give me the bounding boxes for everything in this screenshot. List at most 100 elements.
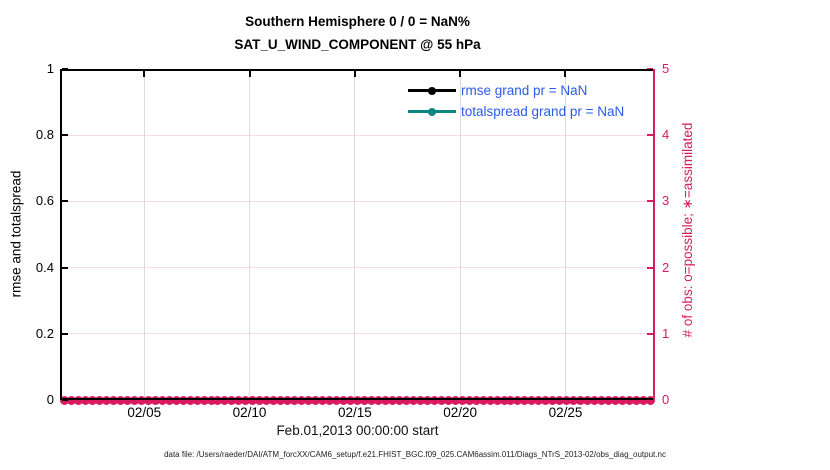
y-axis-left-title: rmse and totalspread [8,170,24,298]
y-axis-right-tick-label: 2 [662,259,670,275]
obs-count-marker [548,395,558,405]
obs-count-marker [499,395,509,405]
y-tick-right [647,399,653,401]
obs-count-marker [276,395,286,405]
obs-count-marker [632,395,642,405]
obs-count-marker [492,395,502,405]
obs-count-marker [241,395,251,405]
obs-count-marker [506,395,516,405]
axis-spine-right [653,69,655,400]
obs-count-marker [185,395,195,405]
y-axis-right-tick-label: 5 [662,61,670,76]
obs-count-marker [325,395,335,405]
y-tick-left [62,200,68,203]
rmse-marker-icon [428,86,436,95]
legend: rmse grand pr = NaN totalspread grand pr… [408,80,624,122]
obs-count-marker [66,395,76,405]
obs-count-marker [590,395,600,405]
y-tick-right [647,134,653,137]
obs-count-marker [611,395,621,405]
y-axis-left-tick-label: 0 [46,392,54,407]
obs-count-marker [394,395,404,405]
gridline-vertical [249,69,251,400]
obs-count-marker [346,395,356,405]
x-axis-tick-label: 02/20 [443,405,478,420]
x-tick-top [143,71,146,77]
obs-count-marker [262,395,272,405]
obs-count-marker [464,395,474,405]
rmse-line-swatch [408,86,456,95]
obs-count-marker [108,395,118,405]
obs-count-marker [380,395,390,405]
y-axis-left-tick-label: 0.8 [35,127,54,143]
y-tick-left [62,332,68,335]
gridline-horizontal [60,200,655,202]
obs-count-marker [541,395,551,405]
obs-count-marker [534,395,544,405]
obs-count-marker [227,395,237,405]
obs-count-marker [129,395,139,405]
obs-count-marker [415,395,425,405]
axis-spine-top [60,69,655,71]
obs-count-marker [87,395,97,405]
obs-count-marker [157,395,167,405]
obs-count-marker [297,395,307,405]
gridline-vertical [459,69,461,400]
y-axis-left-tick-label: 0.2 [35,325,54,341]
obs-count-marker [359,395,369,405]
obs-count-marker [457,395,467,405]
chart-title: Southern Hemisphere 0 / 0 = NaN% [245,14,470,29]
gridline-vertical [143,69,145,400]
obs-count-marker [311,395,321,405]
obs-count-marker [618,395,628,405]
gridline-horizontal [60,134,655,136]
x-axis-title: Feb.01,2013 00:00:00 start [276,423,439,438]
x-axis-tick-label: 02/15 [337,405,372,420]
y-axis-right-tick-label: 3 [662,193,670,209]
obs-count-marker [429,395,439,405]
axis-spine-bottom [60,398,655,400]
obs-count-marker [304,395,314,405]
obs-count-marker [73,395,83,405]
obs-count-marker [115,395,125,405]
obs-count-marker [387,395,397,405]
obs-count-marker [436,395,446,405]
obs-count-marker [583,395,593,405]
obs-count-marker [443,395,453,405]
obs-count-marker [143,395,153,405]
obs-count-marker [164,395,174,405]
totalspread-marker-icon [428,107,436,116]
obs-count-marker [122,395,132,405]
obs-count-marker [178,395,188,405]
obs-count-marker [485,395,495,405]
x-tick-top [564,71,567,77]
obs-count-marker [318,395,328,405]
x-tick-top [459,71,462,77]
obs-count-marker [408,395,418,405]
obs-count-marker [220,395,230,405]
obs-count-marker [562,395,572,405]
obs-count-marker [269,395,279,405]
legend-label-rmse: rmse grand pr = NaN [461,83,588,98]
x-axis-tick-label: 02/25 [548,405,583,420]
obs-count-marker [150,395,160,405]
obs-count-marker [192,395,202,405]
obs-count-marker [94,395,104,405]
obs-count-marker [555,395,565,405]
obs-count-marker [513,395,523,405]
obs-count-marker [520,395,530,405]
gridline-horizontal [60,267,655,269]
obs-count-marker [290,395,300,405]
obs-count-marker [80,395,90,405]
y-axis-left-tick-label: 0.4 [35,259,54,275]
x-tick-top [248,71,251,77]
obs-count-marker [171,395,181,405]
obs-count-marker [332,395,342,405]
obs-count-marker [339,395,349,405]
obs-count-marker [213,395,223,405]
axis-spine-left [60,69,62,400]
obs-count-marker [366,395,376,405]
gridline-vertical [354,69,356,400]
y-axis-right-tick-label: 1 [662,325,670,341]
